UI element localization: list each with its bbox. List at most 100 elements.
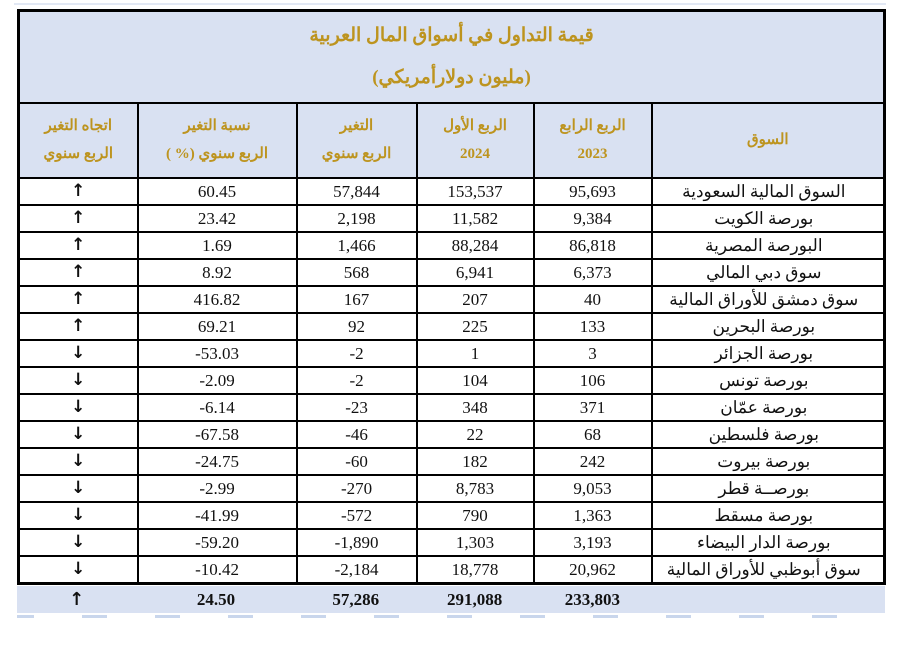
total-trend-cell: ↑ xyxy=(17,586,136,613)
pct-change-value-cell: -6.14 xyxy=(136,393,298,422)
header-q4-line2: 2023 xyxy=(577,146,608,162)
trend-arrow-cell: ↓ xyxy=(17,420,139,449)
change-value-cell: 2,198 xyxy=(295,204,418,233)
table-row: بورصة الكويت 9,384 11,582 2,198 23.42 ↑ xyxy=(17,204,886,233)
q1-2024-value-cell: 22 xyxy=(415,420,535,449)
q4-2023-value-cell: 6,373 xyxy=(532,258,653,287)
pct-change-value-cell: -53.03 xyxy=(136,339,298,368)
q1-2024-value-cell: 1 xyxy=(415,339,535,368)
header-pct-line1: نسبة التغير xyxy=(183,118,251,134)
q1-2024-value-cell: 8,783 xyxy=(415,474,535,503)
trend-arrow-cell: ↓ xyxy=(17,447,139,476)
trading-value-table: قيمة التداول في أسواق المال العربية (ملي… xyxy=(17,9,887,585)
down-arrow-icon: ↓ xyxy=(71,478,86,498)
trend-arrow-cell: ↓ xyxy=(17,528,139,557)
q1-2024-value-cell: 790 xyxy=(415,501,535,530)
q4-2023-value-cell: 95,693 xyxy=(532,177,653,206)
q1-2024-value-cell: 104 xyxy=(415,366,535,395)
market-name-cell: سوق أبوظبي للأوراق المالية xyxy=(650,555,886,585)
column-header-row: السوق الربع الرابع 2023 الربع الأول 2024 xyxy=(17,102,886,179)
q1-2024-value-cell: 11,582 xyxy=(415,204,535,233)
table-row: سوق أبوظبي للأوراق المالية 20,962 18,778 -2… xyxy=(17,555,886,585)
trend-arrow-cell: ↑ xyxy=(17,312,139,341)
pct-change-value-cell: 416.82 xyxy=(136,285,298,314)
q1-2024-value-cell: 153,537 xyxy=(415,177,535,206)
pct-change-value-cell: -2.09 xyxy=(136,366,298,395)
table-row: بورصة عمّان 371 348 -23 -6.14 ↓ xyxy=(17,393,886,422)
change-value-cell: -270 xyxy=(295,474,418,503)
total-pct-change-cell: 24.50 xyxy=(196,589,236,609)
up-arrow-icon: ↑ xyxy=(71,289,86,309)
market-name-cell: بورصــة قطر xyxy=(650,474,886,503)
header-change-line2: الربع سنوي xyxy=(321,146,392,162)
pct-change-value-cell: -10.42 xyxy=(136,555,298,585)
table-subtitle: (مليون دولارأمريكي) xyxy=(372,67,531,88)
table-row: بورصة فلسطين 68 22 -46 -67.58 ↓ xyxy=(17,420,886,449)
down-arrow-icon: ↓ xyxy=(71,424,86,444)
q4-2023-value-cell: 1,363 xyxy=(532,501,653,530)
change-value-cell: 568 xyxy=(295,258,418,287)
change-value-cell: -23 xyxy=(295,393,418,422)
up-arrow-icon: ↑ xyxy=(71,235,86,255)
trend-arrow-cell: ↓ xyxy=(17,501,139,530)
market-name-cell: بورصة فلسطين xyxy=(650,420,886,449)
header-q1-line1: الربع الأول xyxy=(443,118,507,134)
change-value-cell: -2 xyxy=(295,339,418,368)
down-arrow-icon: ↓ xyxy=(71,559,86,579)
market-name-cell: بورصة البحرين xyxy=(650,312,886,341)
up-arrow-icon: ↑ xyxy=(71,262,86,282)
header-q4-line1: الربع الرابع xyxy=(559,118,626,134)
page-bottom-gridline xyxy=(17,615,885,618)
pct-change-value-cell: -24.75 xyxy=(136,447,298,476)
column-header-q4-2023: الربع الرابع 2023 xyxy=(532,102,653,179)
column-header-q1-2024: الربع الأول 2024 xyxy=(415,102,535,179)
market-name-cell: بورصة الجزائر xyxy=(650,339,886,368)
change-value-cell: -2,184 xyxy=(295,555,418,585)
table-row: بورصة البحرين 133 225 92 69.21 ↑ xyxy=(17,312,886,341)
market-name-cell: بورصة الدار البيضاء xyxy=(650,528,886,557)
total-row: 233,803 291,088 57,286 24.50 ↑ xyxy=(17,586,885,613)
change-value-cell: -46 xyxy=(295,420,418,449)
down-arrow-icon: ↓ xyxy=(71,532,86,552)
change-value-cell: -2 xyxy=(295,366,418,395)
q1-2024-value-cell: 1,303 xyxy=(415,528,535,557)
market-rows: السوق المالية السعودية 95,693 153,537 57,84… xyxy=(17,177,886,585)
totals-band: 233,803 291,088 57,286 24.50 ↑ xyxy=(17,586,885,613)
pct-change-value-cell: 69.21 xyxy=(136,312,298,341)
q4-2023-value-cell: 242 xyxy=(532,447,653,476)
table-row: بورصة بيروت 242 182 -60 -24.75 ↓ xyxy=(17,447,886,476)
change-value-cell: 57,844 xyxy=(295,177,418,206)
trend-arrow-cell: ↓ xyxy=(17,366,139,395)
table-row: البورصة المصرية 86,818 88,284 1,466 1.69 ↑ xyxy=(17,231,886,260)
trend-arrow-cell: ↓ xyxy=(17,474,139,503)
q4-2023-value-cell: 3 xyxy=(532,339,653,368)
table-row: بورصة الدار البيضاء 3,193 1,303 -1,890 -59.2… xyxy=(17,528,886,557)
q1-2024-value-cell: 18,778 xyxy=(415,555,535,585)
q4-2023-value-cell: 86,818 xyxy=(532,231,653,260)
column-header-pct-change: نسبة التغير الربع سنوي (% ) xyxy=(136,102,298,179)
column-header-change: التغير الربع سنوي xyxy=(295,102,418,179)
header-pct-line2: الربع سنوي (% ) xyxy=(166,146,269,162)
down-arrow-icon: ↓ xyxy=(71,397,86,417)
pct-change-value-cell: -41.99 xyxy=(136,501,298,530)
change-value-cell: -572 xyxy=(295,501,418,530)
table-row: بورصة الجزائر 3 1 -2 -53.03 ↓ xyxy=(17,339,886,368)
column-header-trend: اتجاه التغير الربع سنوي xyxy=(17,102,139,179)
header-trend-line2: الربع سنوي xyxy=(43,146,114,162)
trend-arrow-cell: ↑ xyxy=(17,285,139,314)
up-arrow-icon: ↑ xyxy=(71,181,86,201)
q4-2023-value-cell: 20,962 xyxy=(532,555,653,585)
total-q1-2024-cell: 291,088 xyxy=(446,589,503,609)
q1-2024-value-cell: 207 xyxy=(415,285,535,314)
q1-2024-value-cell: 348 xyxy=(415,393,535,422)
q1-2024-value-cell: 182 xyxy=(415,447,535,476)
market-name-cell: بورصة مسقط xyxy=(650,501,886,530)
table-row: السوق المالية السعودية 95,693 153,537 57,84… xyxy=(17,177,886,206)
trend-arrow-cell: ↑ xyxy=(17,258,139,287)
table-row: بورصــة قطر 9,053 8,783 -270 -2.99 ↓ xyxy=(17,474,886,503)
header-change-line1: التغير xyxy=(339,118,374,134)
market-name-cell: بورصة الكويت xyxy=(650,204,886,233)
change-value-cell: 1,466 xyxy=(295,231,418,260)
market-name-cell: بورصة عمّان xyxy=(650,393,886,422)
